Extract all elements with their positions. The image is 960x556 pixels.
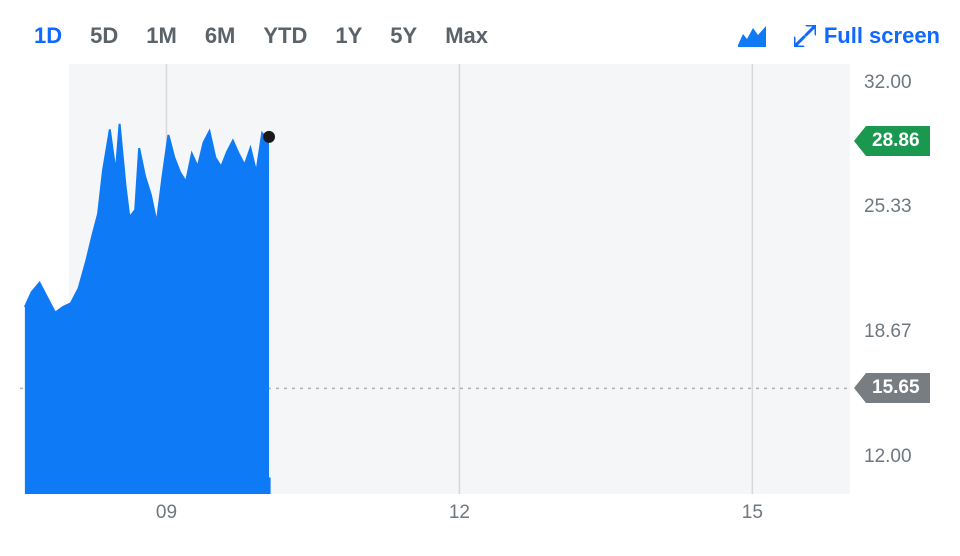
x-tick: 12 [449, 502, 470, 524]
range-tab-1y[interactable]: 1Y [321, 23, 376, 49]
chart-type-icon[interactable] [738, 25, 766, 47]
chart-toolbar: 1D5D1M6MYTD1Y5YMax Full screen [20, 18, 940, 54]
expand-icon [794, 25, 816, 47]
chart-area: 32.00 25.33 18.67 12.00 28.86 15.65 09 12 15 [20, 64, 940, 534]
range-tab-1d[interactable]: 1D [20, 23, 76, 49]
stock-chart-panel: 1D5D1M6MYTD1Y5YMax Full screen 32.00 25.3… [0, 0, 960, 556]
range-tab-ytd[interactable]: YTD [249, 23, 321, 49]
range-tab-5y[interactable]: 5Y [376, 23, 431, 49]
fullscreen-label: Full screen [824, 23, 940, 49]
range-tab-5d[interactable]: 5D [76, 23, 132, 49]
y-tick: 32.00 [864, 72, 912, 94]
plot-area[interactable] [20, 64, 850, 494]
time-range-tabs: 1D5D1M6MYTD1Y5YMax [20, 23, 502, 49]
y-tick: 18.67 [864, 321, 912, 343]
range-tab-max[interactable]: Max [431, 23, 502, 49]
x-tick: 09 [156, 502, 177, 524]
range-tab-6m[interactable]: 6M [191, 23, 250, 49]
y-tick: 12.00 [864, 446, 912, 468]
y-tick: 25.33 [864, 196, 912, 218]
x-axis: 09 12 15 [20, 496, 850, 534]
fullscreen-button[interactable]: Full screen [794, 23, 940, 49]
x-tick: 15 [742, 502, 763, 524]
price-flag: 28.86 [854, 126, 930, 156]
price-flag: 15.65 [854, 373, 930, 403]
range-tab-1m[interactable]: 1M [132, 23, 191, 49]
y-axis: 32.00 25.33 18.67 12.00 28.86 15.65 [854, 64, 940, 494]
